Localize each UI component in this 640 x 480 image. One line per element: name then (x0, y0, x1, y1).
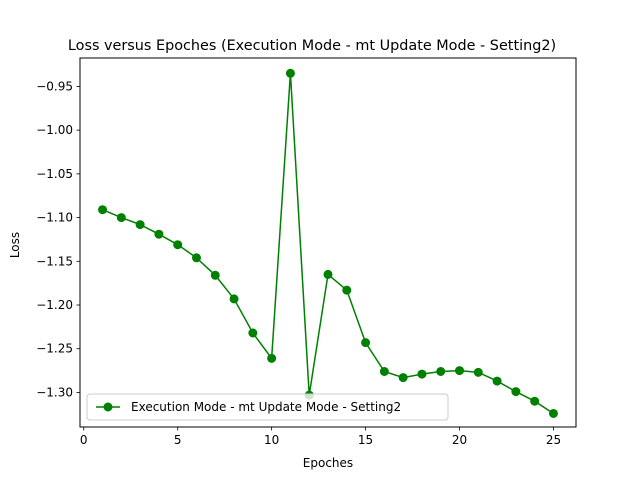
y-tick-label: −1.00 (36, 123, 73, 137)
data-point (455, 366, 465, 376)
data-point (436, 366, 446, 376)
y-tick-label: −0.95 (36, 79, 73, 93)
data-point (191, 253, 201, 263)
x-axis-label: Epoches (303, 456, 353, 470)
ticks: 0 5 10 15 20 25 −1.30 −1.25 −1.20 −1.15 −1.10 −1.05… (36, 79, 561, 447)
data-point (361, 338, 371, 348)
data-point (492, 376, 502, 386)
x-tick-label: 0 (80, 433, 88, 447)
data-point (417, 369, 427, 379)
y-tick-label: −1.30 (36, 385, 73, 399)
data-point (210, 270, 220, 280)
y-tick-label: −1.25 (36, 342, 73, 356)
data-point (473, 367, 483, 377)
data-point (135, 220, 145, 230)
x-tick-label: 15 (358, 433, 373, 447)
data-point (323, 269, 333, 279)
data-point (398, 373, 408, 383)
y-axis-label: Loss (8, 232, 22, 258)
legend: Execution Mode - mt Update Mode - Settin… (86, 393, 449, 421)
data-point (548, 408, 558, 418)
data-point (342, 285, 352, 295)
x-tick-label: 10 (264, 433, 279, 447)
data-point (285, 68, 295, 78)
data-point (173, 240, 183, 250)
x-tick-label: 20 (452, 433, 467, 447)
y-tick-label: −1.15 (36, 254, 73, 268)
data-point (154, 229, 164, 239)
data-point (116, 213, 126, 223)
data-point (98, 205, 108, 215)
data-point (530, 396, 540, 406)
x-tick-label: 5 (174, 433, 182, 447)
data-point (511, 387, 521, 397)
data-point (379, 366, 389, 376)
data-point (229, 294, 239, 304)
legend-marker (103, 402, 113, 412)
x-tick-label: 25 (546, 433, 561, 447)
data-point (267, 353, 277, 363)
legend-label: Execution Mode - mt Update Mode - Settin… (131, 400, 401, 414)
y-tick-label: −1.10 (36, 211, 73, 225)
legend-box (86, 393, 449, 421)
y-tick-label: −1.20 (36, 298, 73, 312)
y-tick-label: −1.05 (36, 167, 73, 181)
chart-title: Loss versus Epoches (Execution Mode - mt… (68, 38, 556, 54)
data-point (248, 328, 258, 338)
axes-frame (79, 57, 577, 428)
